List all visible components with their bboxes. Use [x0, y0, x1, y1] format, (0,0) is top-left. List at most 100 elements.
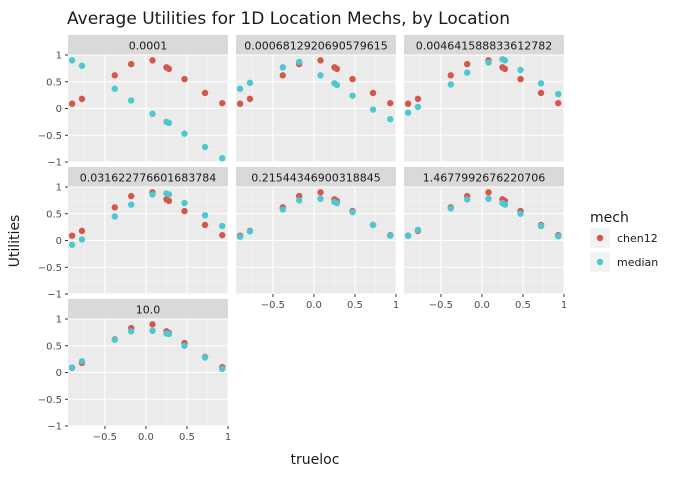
x-tick-label: 0.5: [179, 432, 195, 443]
data-point-median: [349, 208, 356, 216]
data-point-chen12: [149, 321, 156, 328]
data-point-chen12: [517, 75, 524, 83]
data-point-chen12: [219, 231, 226, 239]
data-point-chen12: [333, 65, 341, 73]
legend-label-chen12: chen12: [617, 232, 658, 245]
data-point-chen12: [463, 60, 471, 68]
data-point-median: [463, 196, 471, 203]
y-tick-label: −1: [47, 158, 62, 169]
data-point-median: [201, 212, 209, 219]
data-point-chen12: [78, 227, 86, 235]
data-point-median: [149, 327, 156, 334]
data-point-chen12: [387, 99, 394, 107]
data-point-median: [246, 79, 254, 87]
facet-strip-label: 10.0: [136, 304, 161, 317]
facet-strip: [68, 35, 228, 55]
facet-strip-label: 0.031622776601683784: [80, 172, 216, 185]
data-point-chen12: [349, 75, 356, 83]
data-point-median: [78, 62, 86, 69]
data-point-chen12: [404, 100, 412, 107]
x-tick-label: 0.0: [138, 432, 154, 443]
legend-title: mech: [590, 210, 629, 226]
facet-strip: [68, 167, 228, 187]
y-tick-label: 0.5: [46, 209, 62, 220]
y-tick-label: −1: [47, 422, 62, 433]
legend: mech chen12 median: [590, 210, 658, 272]
data-point-chen12: [181, 207, 188, 215]
facet-strip: [404, 167, 564, 187]
data-point-median: [517, 210, 524, 217]
data-point-chen12: [127, 60, 135, 68]
data-point-median: [246, 228, 254, 235]
data-point-median: [165, 119, 173, 127]
data-point-chen12: [414, 95, 422, 103]
y-axis-label: Utilities: [7, 215, 23, 268]
y-tick-label: 0.5: [46, 77, 62, 88]
data-point-chen12: [369, 89, 377, 97]
data-point-median: [111, 336, 118, 344]
data-point-chen12: [555, 99, 562, 107]
legend-label-median: median: [617, 256, 658, 269]
data-point-chen12: [236, 100, 244, 107]
data-point-chen12: [181, 75, 188, 83]
data-point-median: [78, 358, 86, 365]
data-point-median: [555, 233, 562, 240]
data-point-median: [555, 90, 562, 98]
x-tick-label: 0.5: [515, 300, 531, 311]
facet-panel: 0.0001 −1 −0.5 0 0.5 1: [38, 35, 229, 169]
data-point-chen12: [219, 99, 226, 107]
facet-strip: [68, 299, 228, 319]
y-tick-label: 1: [56, 183, 62, 194]
data-point-median: [463, 69, 471, 76]
data-point-median: [295, 58, 303, 66]
data-point-median: [181, 342, 188, 349]
data-point-median: [295, 197, 303, 204]
data-point-median: [68, 241, 76, 248]
facet-strip-label: 0.0001: [129, 40, 168, 53]
data-point-median: [149, 191, 156, 198]
data-point-median: [537, 222, 545, 230]
data-point-median: [387, 116, 394, 123]
data-point-median: [68, 57, 76, 64]
data-point-median: [219, 365, 226, 372]
data-point-median: [78, 236, 86, 243]
data-point-chen12: [165, 65, 173, 73]
data-point-median: [127, 328, 135, 335]
data-point-chen12: [68, 100, 76, 107]
data-point-median: [447, 205, 454, 212]
facet-strip-label: 0.0006812920690579615: [244, 40, 387, 53]
x-tick-label: −0.5: [429, 300, 453, 311]
data-point-chen12: [501, 65, 509, 73]
data-point-median: [111, 85, 118, 92]
data-point-median: [68, 364, 76, 371]
x-tick-label: 1: [561, 300, 567, 311]
data-point-median: [201, 354, 209, 361]
legend-marker-chen12: [596, 234, 604, 242]
facet-strip: [404, 35, 564, 55]
facet-panels: 0.0001 −1 −0.5 0 0.5 1 0.0006812920690579615 0.…: [38, 35, 567, 443]
data-point-median: [447, 81, 454, 88]
data-point-chen12: [201, 89, 209, 97]
data-point-median: [349, 92, 356, 99]
y-tick-label: 0: [56, 236, 62, 247]
data-point-median: [485, 195, 492, 202]
data-point-median: [369, 106, 377, 113]
data-point-median: [127, 201, 135, 208]
x-tick-label: 0.5: [347, 300, 363, 311]
chart-title: Average Utilities for 1D Location Mechs,…: [67, 9, 510, 29]
facet-strip-label: 0.004641588833612782: [416, 40, 552, 53]
y-tick-label: −0.5: [38, 131, 62, 142]
data-point-median: [181, 199, 188, 207]
data-point-median: [165, 330, 173, 338]
legend-marker-median: [596, 258, 604, 266]
data-point-median: [219, 155, 226, 162]
data-point-chen12: [111, 72, 118, 79]
x-tick-label: 1: [393, 300, 399, 311]
data-point-median: [181, 130, 188, 137]
data-point-median: [517, 66, 524, 74]
data-point-chen12: [317, 57, 324, 64]
data-point-median: [333, 199, 341, 207]
data-point-chen12: [485, 189, 492, 196]
data-point-chen12: [537, 89, 545, 97]
